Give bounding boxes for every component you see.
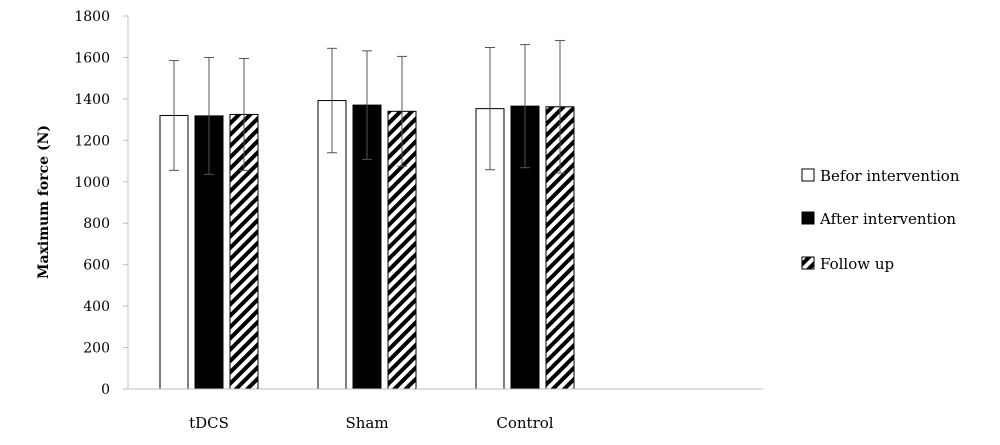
y-tick-label: 1600 bbox=[74, 50, 110, 66]
category-labels: tDCS Sham Control bbox=[189, 414, 554, 432]
legend-swatch bbox=[801, 168, 815, 182]
error-bars-group bbox=[169, 39, 565, 175]
y-tick-label: 1200 bbox=[74, 133, 110, 149]
y-tick-label: 1000 bbox=[74, 175, 110, 191]
legend-swatch bbox=[801, 211, 815, 225]
category-label: tDCS bbox=[189, 414, 229, 432]
legend-label: After intervention bbox=[819, 210, 956, 228]
y-tick-label: 1400 bbox=[74, 92, 110, 108]
legend: Befor intervention After intervention Foll… bbox=[801, 167, 960, 273]
category-label: Sham bbox=[345, 414, 388, 432]
y-axis-title: Maximum force (N) bbox=[36, 125, 52, 279]
legend-swatch bbox=[801, 256, 815, 270]
y-axis-ticks: 0 200 400 600 800 1000 1200 1400 1600 1800 bbox=[74, 9, 128, 398]
category-label: Control bbox=[496, 414, 553, 432]
y-tick-label: 200 bbox=[83, 341, 110, 357]
y-tick-label: 600 bbox=[83, 258, 110, 274]
legend-label: Follow up bbox=[820, 255, 894, 273]
y-tick-label: 0 bbox=[101, 382, 110, 398]
y-tick-label: 1800 bbox=[74, 9, 110, 25]
y-tick-label: 800 bbox=[83, 216, 110, 232]
legend-label: Befor intervention bbox=[820, 167, 960, 185]
y-tick-label: 400 bbox=[83, 299, 110, 315]
